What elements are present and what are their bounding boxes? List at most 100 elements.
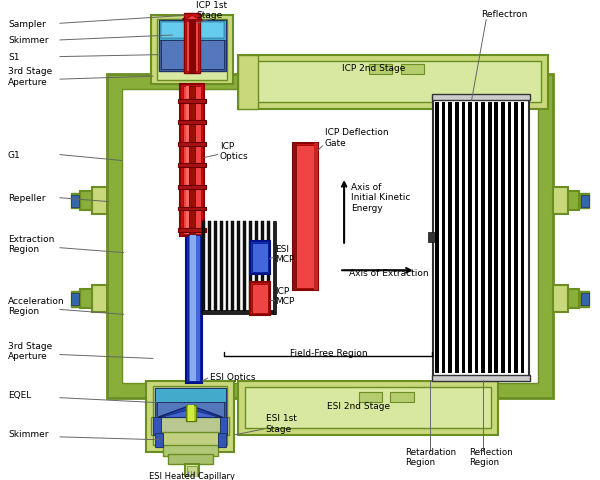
Bar — [461, 102, 465, 373]
Bar — [401, 65, 424, 75]
Text: Acceleration
Region: Acceleration Region — [8, 296, 65, 315]
Bar — [214, 222, 217, 315]
Bar — [80, 289, 92, 309]
Text: ESI 2nd Stage: ESI 2nd Stage — [327, 401, 391, 410]
Bar — [580, 291, 589, 307]
Polygon shape — [161, 409, 220, 418]
Bar — [252, 284, 268, 314]
Bar — [159, 21, 226, 41]
Bar — [390, 392, 413, 402]
Bar — [187, 233, 202, 383]
Bar — [153, 418, 161, 435]
Bar — [184, 14, 200, 20]
Bar — [178, 121, 206, 125]
Bar — [157, 390, 224, 420]
Bar — [252, 243, 268, 273]
Bar — [71, 195, 79, 207]
Text: ESI 1st
Stage: ESI 1st Stage — [266, 414, 296, 433]
Bar — [187, 22, 198, 72]
Bar — [220, 418, 227, 435]
Text: Skimmer: Skimmer — [8, 36, 49, 45]
Bar — [249, 222, 252, 315]
Text: Skimmer: Skimmer — [8, 430, 49, 439]
Bar — [238, 56, 548, 109]
Bar — [181, 85, 204, 237]
Bar — [153, 386, 227, 445]
Bar — [468, 102, 472, 373]
Bar — [190, 236, 196, 381]
Bar — [71, 293, 79, 305]
Polygon shape — [158, 406, 223, 418]
Bar — [218, 433, 226, 447]
Text: Axis of
Initial Kinetic
Energy: Axis of Initial Kinetic Energy — [351, 182, 410, 212]
Bar — [475, 102, 478, 373]
Bar — [122, 90, 538, 383]
Bar — [481, 102, 485, 373]
Bar — [238, 381, 498, 435]
Bar — [521, 102, 524, 373]
Text: ESI Optics: ESI Optics — [210, 372, 256, 381]
Bar — [359, 392, 382, 402]
Bar — [553, 188, 568, 215]
Bar — [155, 433, 163, 447]
Bar — [184, 87, 201, 235]
Text: ESI Heated Capillary: ESI Heated Capillary — [149, 470, 235, 480]
Bar — [514, 102, 518, 373]
Bar — [581, 195, 589, 207]
Bar — [71, 193, 80, 209]
Bar — [187, 406, 196, 421]
Bar — [178, 99, 206, 103]
Text: Reflectron: Reflectron — [481, 10, 527, 19]
Bar — [433, 95, 530, 100]
Text: Repeller: Repeller — [8, 194, 46, 203]
Bar — [553, 285, 568, 313]
Bar — [167, 455, 213, 464]
Bar — [293, 144, 297, 290]
Text: Axis of Extraction: Axis of Extraction — [349, 268, 428, 277]
Bar — [156, 432, 224, 447]
Bar — [314, 144, 317, 290]
Text: G1: G1 — [8, 151, 20, 160]
Bar — [185, 464, 199, 480]
Bar — [245, 61, 541, 102]
Bar — [255, 222, 258, 315]
Bar — [250, 282, 269, 316]
Text: ICP 2nd Stage: ICP 2nd Stage — [342, 64, 405, 72]
Bar — [151, 16, 233, 85]
Bar — [428, 232, 434, 242]
Bar — [232, 222, 235, 315]
Text: ICP Deflection
Gate: ICP Deflection Gate — [325, 128, 388, 147]
Bar — [488, 102, 491, 373]
Bar — [159, 21, 226, 72]
Text: Retardation
Region: Retardation Region — [405, 447, 456, 466]
Bar — [187, 466, 197, 480]
Bar — [163, 445, 218, 456]
Bar — [202, 311, 275, 315]
Bar — [208, 222, 211, 315]
Text: ICP
Optics: ICP Optics — [220, 142, 248, 161]
Bar — [151, 418, 229, 435]
Bar — [568, 289, 580, 309]
Bar — [188, 236, 200, 381]
Bar — [80, 192, 92, 211]
Bar — [202, 222, 205, 315]
Bar — [261, 222, 264, 315]
Bar — [237, 222, 240, 315]
Bar — [580, 193, 589, 209]
Bar — [581, 293, 589, 305]
Bar — [155, 388, 226, 402]
Text: Sampler: Sampler — [8, 20, 46, 29]
Bar — [455, 102, 458, 373]
Bar — [433, 375, 530, 381]
Bar — [157, 20, 227, 81]
Bar — [92, 285, 107, 313]
Text: Extraction
Region: Extraction Region — [8, 235, 55, 254]
Bar — [189, 20, 195, 74]
Bar — [442, 102, 445, 373]
Bar — [435, 102, 439, 373]
Text: ICP
MCP: ICP MCP — [275, 287, 295, 306]
Text: EQEL: EQEL — [8, 390, 31, 399]
Bar — [107, 75, 553, 398]
Bar — [568, 192, 580, 211]
Bar — [178, 186, 206, 190]
